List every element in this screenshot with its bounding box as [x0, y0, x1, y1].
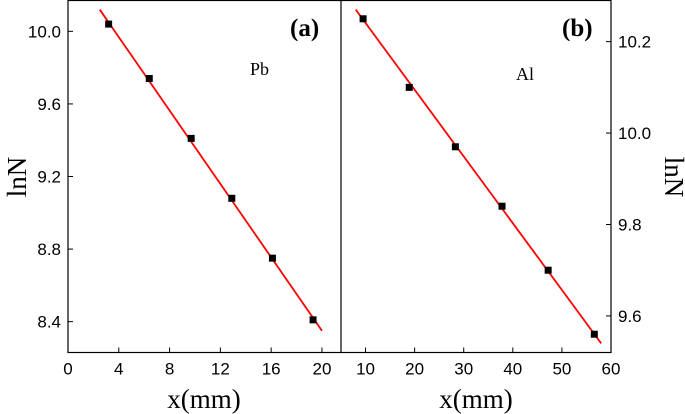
data-point	[228, 194, 236, 202]
panel-b-tag: (b)	[562, 15, 593, 42]
panel-b-y-axis-label: lnN	[659, 157, 685, 198]
x-tick-label: 4	[114, 360, 123, 379]
y-tick-label: 9.2	[37, 168, 61, 187]
x-tick-label: 40	[503, 360, 522, 379]
x-tick-label: 60	[602, 360, 621, 379]
fit-line	[355, 9, 602, 344]
panel-a-y-axis-label: lnN	[2, 157, 32, 198]
data-point	[309, 316, 317, 324]
panel-a: 0 4 8 12 16 20 8.4 8.8 9.2 9.6 10.0	[28, 9, 331, 379]
y-tick-label: 10.0	[28, 22, 61, 41]
y-tick-label: 9.6	[618, 307, 642, 326]
data-point	[451, 143, 459, 151]
x-tick-label: 12	[211, 360, 230, 379]
x-tick-label: 10	[356, 360, 375, 379]
panel-a-tag: (a)	[290, 15, 319, 42]
data-point	[359, 15, 367, 23]
data-point	[544, 266, 552, 274]
data-point	[498, 202, 506, 210]
y-tick-label: 10.0	[618, 124, 651, 143]
panel-b: 10 20 30 40 50 60 9.6 9.8 10.0 10.2	[355, 9, 651, 379]
panel-a-annotation: Pb	[250, 59, 269, 79]
panel-a-x-axis-label: x(mm)	[167, 384, 241, 414]
data-point	[268, 254, 276, 262]
y-tick-label: 8.8	[37, 240, 61, 259]
x-tick-label: 8	[165, 360, 174, 379]
x-tick-label: 0	[63, 360, 72, 379]
x-tick-label: 30	[454, 360, 473, 379]
panel-b-annotation: Al	[516, 64, 534, 84]
fit-line	[99, 9, 323, 332]
y-tick-label: 9.6	[37, 95, 61, 114]
panel-b-x-axis-label: x(mm)	[439, 384, 513, 414]
data-point	[187, 134, 195, 142]
y-tick-label: 8.4	[37, 313, 61, 332]
data-point	[105, 20, 113, 28]
y-tick-label: 10.2	[618, 33, 651, 52]
data-point	[590, 330, 598, 338]
x-tick-label: 16	[262, 360, 281, 379]
data-point	[145, 75, 153, 83]
data-point	[405, 83, 413, 91]
x-tick-label: 50	[552, 360, 571, 379]
x-tick-label: 20	[312, 360, 331, 379]
x-tick-label: 20	[405, 360, 424, 379]
y-tick-label: 9.8	[618, 216, 642, 235]
plot-frame	[67, 0, 612, 354]
